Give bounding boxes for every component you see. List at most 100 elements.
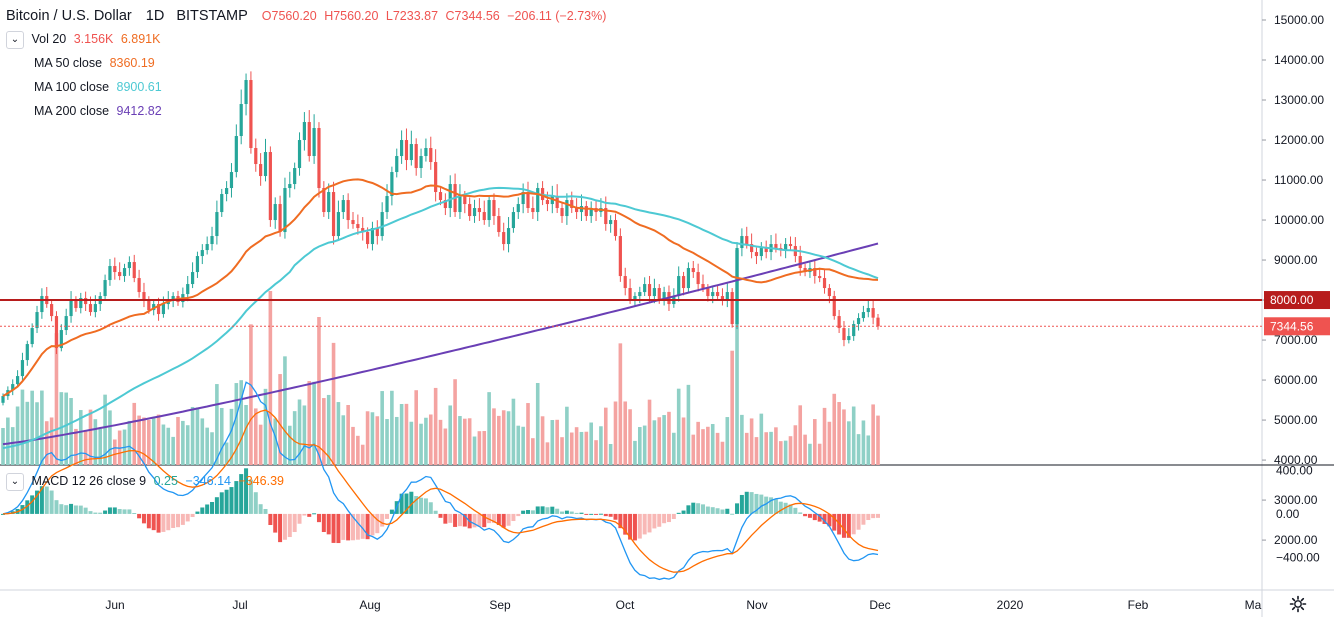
candle-body — [307, 122, 311, 157]
volume-bar — [453, 379, 457, 465]
candle-body — [852, 324, 856, 337]
volume-bar — [876, 415, 880, 465]
volume-bar — [589, 422, 593, 465]
macd-hist-bar — [200, 507, 205, 514]
candle-body — [750, 244, 754, 253]
volume-bar — [268, 291, 273, 465]
volume-bar — [404, 403, 409, 465]
volume-bar — [244, 405, 248, 465]
macd-legend: ⌄ MACD 12 26 close 9 0.25 −346.14 −346.3… — [6, 473, 288, 491]
macd-hist-bar — [730, 513, 735, 515]
candle-body — [472, 208, 477, 217]
macd-hist-value: 0.25 — [153, 474, 178, 489]
candle-body — [1, 396, 5, 403]
ma100-line — [2, 186, 879, 450]
candle-body — [832, 296, 836, 317]
candle-body — [647, 284, 652, 297]
interval: 1D — [145, 8, 165, 24]
macd-hist-bar — [827, 513, 832, 527]
candle-body — [234, 136, 238, 173]
price-tick-label: 12000.00 — [1274, 133, 1324, 147]
candle-body — [754, 252, 759, 257]
volume-bar — [521, 426, 525, 465]
macd-hist-bar — [190, 513, 195, 518]
candle-body — [584, 206, 588, 217]
volume-bar — [506, 411, 511, 465]
macd-hist-bar — [273, 513, 278, 533]
macd-hist-bar — [496, 513, 501, 525]
macd-hist-bar — [78, 505, 83, 514]
candle-body — [419, 156, 423, 169]
candle-body — [550, 196, 554, 205]
volume-bar — [181, 420, 185, 465]
volume-bar — [239, 380, 243, 465]
volume-bar — [565, 406, 569, 465]
price-tick-label: 11000.00 — [1274, 173, 1323, 187]
candle-body — [497, 216, 501, 233]
candle-body — [545, 200, 550, 205]
price-tick-label: 3000.00 — [1274, 493, 1318, 507]
macd-hist-bar — [560, 511, 565, 514]
volume-bar — [137, 415, 141, 465]
macd-hist-bar — [239, 474, 244, 514]
macd-hist-bar — [287, 513, 292, 538]
ma200-line — [2, 242, 879, 446]
macd-hist-bar — [491, 513, 496, 523]
macd-hist-bar — [545, 507, 550, 514]
volume-bar — [375, 416, 380, 465]
macd-hist-bar — [385, 513, 390, 519]
candle-body — [516, 204, 520, 213]
volume-bar — [851, 406, 856, 465]
volume-bar — [856, 434, 861, 465]
macd-hist-bar — [589, 513, 594, 515]
macd-hist-bar — [389, 509, 394, 514]
macd-hist-bar — [876, 513, 880, 518]
macd-hist-bar — [613, 513, 618, 520]
candle-body — [570, 200, 574, 209]
candle-body — [390, 172, 394, 197]
macd-hist-bar — [564, 510, 569, 514]
volume-bar — [424, 417, 428, 465]
candle-body — [118, 272, 122, 277]
volume-bar — [20, 389, 25, 465]
candle-body — [784, 244, 788, 251]
volume-bar — [871, 404, 875, 465]
macd-hist-bar — [530, 510, 535, 514]
ma50-label: MA 50 close — [34, 56, 103, 70]
candle-body — [30, 328, 34, 345]
candle-body — [842, 328, 846, 341]
volume-bar — [584, 431, 589, 465]
macd-hist-bar — [292, 513, 297, 533]
volume-bar — [54, 333, 59, 465]
volume-bar — [113, 439, 117, 465]
macd-hist-bar — [555, 508, 560, 514]
volume-bar — [662, 415, 666, 465]
macd-hist-bar — [846, 513, 851, 538]
macd-hist-bar — [122, 509, 127, 514]
chevron-down-icon[interactable]: ⌄ — [6, 31, 24, 49]
macd-hist-bar — [807, 513, 812, 518]
candle-body — [249, 80, 253, 149]
macd-hist-bar — [44, 486, 49, 514]
volume-bar — [365, 411, 370, 465]
volume-bar — [569, 432, 574, 465]
macd-hist-bar — [370, 513, 375, 536]
vol-label: Vol 20 — [31, 32, 67, 47]
volume-bar — [322, 398, 326, 465]
macd-tick-label: −400.00 — [1276, 550, 1320, 564]
time-tick-label: Feb — [1128, 598, 1149, 612]
volume-bar — [861, 420, 866, 465]
candle-body — [40, 296, 44, 313]
candle-body — [871, 308, 875, 318]
candle-body — [414, 144, 418, 169]
ma200-label: MA 200 close — [34, 104, 110, 118]
symbol-name: Bitcoin / U.S. Dollar — [6, 8, 132, 24]
gear-icon[interactable] — [1288, 594, 1308, 614]
volume-bar — [837, 402, 841, 465]
chevron-down-icon[interactable]: ⌄ — [6, 473, 24, 491]
volume-bar — [185, 425, 190, 465]
candle-body — [161, 304, 166, 315]
volume-bar — [93, 419, 98, 465]
ohlc-low: L7233.87 — [385, 9, 439, 23]
